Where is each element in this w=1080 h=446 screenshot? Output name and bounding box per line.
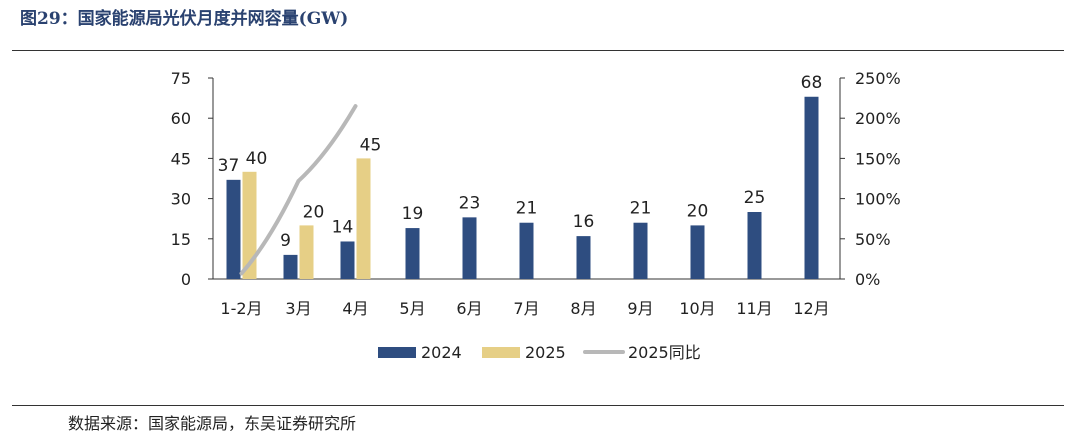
data-label-2024: 23 <box>459 193 481 213</box>
legend-label: 2024 <box>421 343 462 362</box>
y-right-tick-label: 200% <box>855 109 901 128</box>
legend-label: 2025同比 <box>628 343 701 362</box>
legend-swatch-2024 <box>378 347 416 358</box>
legend-swatch-2025 <box>482 347 520 358</box>
bar-2025 <box>299 225 314 279</box>
bar-2024 <box>405 228 420 279</box>
source-note: 数据来源：国家能源局，东吴证券研究所 <box>68 414 357 433</box>
chart-axes: 0 15 30 45 60 75 0% 50% 100% 150% 200% 250% 1-2月 3月 4月… <box>171 69 901 318</box>
data-label-2024: 19 <box>402 204 424 224</box>
data-label-2024: 14 <box>332 217 354 237</box>
y-left-tick-label: 45 <box>171 149 191 168</box>
bar-2024 <box>519 222 534 279</box>
x-tick-label: 8月 <box>570 299 596 318</box>
bar-2024 <box>747 212 762 279</box>
y-left-tick-label: 30 <box>171 190 191 209</box>
top-rule <box>12 50 1064 51</box>
x-tick-label: 7月 <box>513 299 539 318</box>
data-label-2024: 25 <box>744 188 766 208</box>
x-tick-label: 6月 <box>456 299 482 318</box>
y-left-tick-label: 15 <box>171 230 191 249</box>
bar-2024 <box>804 96 819 279</box>
bar-2024 <box>340 241 355 279</box>
bar-2025 <box>242 171 257 279</box>
data-label-2025: 40 <box>246 149 268 169</box>
x-tick-label: 10月 <box>679 299 715 318</box>
bottom-rule <box>12 405 1064 406</box>
y-right-tick-label: 100% <box>855 190 901 209</box>
data-label-2024: 20 <box>687 201 709 221</box>
bar-2025 <box>356 158 371 279</box>
x-tick-label: 5月 <box>399 299 425 318</box>
data-label-2024: 68 <box>801 73 823 93</box>
chart-line <box>239 104 358 276</box>
y-left-tick-label: 75 <box>171 69 191 88</box>
data-label-2025: 20 <box>303 202 325 222</box>
bar-2024 <box>226 179 241 279</box>
y-right-tick-label: 50% <box>855 230 891 249</box>
bar-2024 <box>576 236 591 279</box>
y-left-tick-label: 0 <box>181 270 191 289</box>
bar-2024 <box>283 254 298 279</box>
line-2025-yoy <box>239 104 358 276</box>
x-tick-label: 9月 <box>627 299 653 318</box>
bar-2024 <box>633 222 648 279</box>
figure-title: 图29：国家能源局光伏月度并网容量(GW) <box>20 9 349 29</box>
x-tick-label: 3月 <box>285 299 311 318</box>
chart-bars <box>226 96 819 279</box>
x-tick-label: 4月 <box>342 299 368 318</box>
chart-labels: 37 40 9 20 14 45 19 23 21 16 21 20 25 68 <box>218 73 823 251</box>
bar-2024 <box>462 217 477 279</box>
bar-2024 <box>690 225 705 279</box>
data-label-2024: 16 <box>573 212 595 232</box>
y-right-tick-label: 250% <box>855 69 901 88</box>
x-tick-label: 12月 <box>793 299 829 318</box>
data-label-2024: 9 <box>280 231 291 251</box>
legend-label: 2025 <box>525 343 566 362</box>
y-right-tick-label: 0% <box>855 270 880 289</box>
y-left-tick-label: 60 <box>171 109 191 128</box>
x-tick-label: 1-2月 <box>220 299 262 318</box>
data-label-2025: 45 <box>360 135 382 155</box>
data-label-2024: 21 <box>630 199 652 219</box>
y-right-tick-label: 150% <box>855 149 901 168</box>
data-label-2024: 21 <box>516 199 538 219</box>
x-tick-label: 11月 <box>736 299 772 318</box>
chart-legend: 2024 2025 2025同比 <box>378 343 701 362</box>
data-label-2024: 37 <box>218 156 240 176</box>
